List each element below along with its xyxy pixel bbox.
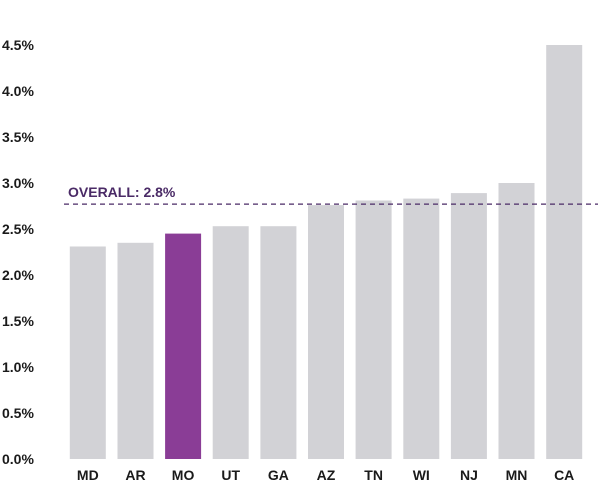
x-tick-label: MD bbox=[77, 467, 99, 483]
x-tick-label: TN bbox=[364, 467, 383, 483]
x-tick-label: WI bbox=[413, 467, 430, 483]
y-tick-label: 3.0% bbox=[2, 175, 34, 191]
y-tick-label: 4.0% bbox=[2, 83, 34, 99]
x-tick-label: AR bbox=[125, 467, 145, 483]
x-axis: MD AR MO UT GA AZ TN WI NJ MN CA bbox=[77, 467, 574, 483]
x-tick-label: MN bbox=[506, 467, 528, 483]
y-tick-label: 3.5% bbox=[2, 129, 34, 145]
bar-md bbox=[69, 246, 106, 459]
bars bbox=[69, 45, 583, 459]
bar-ut bbox=[212, 226, 249, 459]
x-tick-label: CA bbox=[554, 467, 574, 483]
bar-tn bbox=[355, 200, 392, 459]
bar-az bbox=[308, 205, 344, 459]
y-tick-label: 4.5% bbox=[2, 37, 34, 53]
reference-line-label: OVERALL: 2.8% bbox=[68, 184, 176, 200]
y-tick-label: 1.5% bbox=[2, 313, 34, 329]
bar-mn bbox=[498, 183, 535, 459]
bar-ga bbox=[260, 226, 297, 459]
y-axis: 0.0% 0.5% 1.0% 1.5% 2.0% 2.5% 3.0% 3.5% 4.0% 4.5% bbox=[2, 37, 34, 467]
bar-ar bbox=[117, 242, 154, 459]
bar-nj bbox=[450, 193, 487, 459]
reference-line-group: OVERALL: 2.8% bbox=[64, 184, 598, 205]
bar-wi bbox=[403, 198, 440, 459]
y-tick-label: 0.5% bbox=[2, 405, 34, 421]
y-tick-label: 1.0% bbox=[2, 359, 34, 375]
y-tick-label: 2.0% bbox=[2, 267, 34, 283]
x-tick-label: GA bbox=[268, 467, 289, 483]
bar-ca bbox=[546, 45, 583, 459]
x-tick-label: NJ bbox=[460, 467, 478, 483]
x-tick-label: MO bbox=[172, 467, 195, 483]
x-tick-label: UT bbox=[221, 467, 240, 483]
y-tick-label: 0.0% bbox=[2, 451, 34, 467]
x-tick-label: AZ bbox=[317, 467, 336, 483]
bar-mo bbox=[165, 233, 202, 459]
y-tick-label: 2.5% bbox=[2, 221, 34, 237]
